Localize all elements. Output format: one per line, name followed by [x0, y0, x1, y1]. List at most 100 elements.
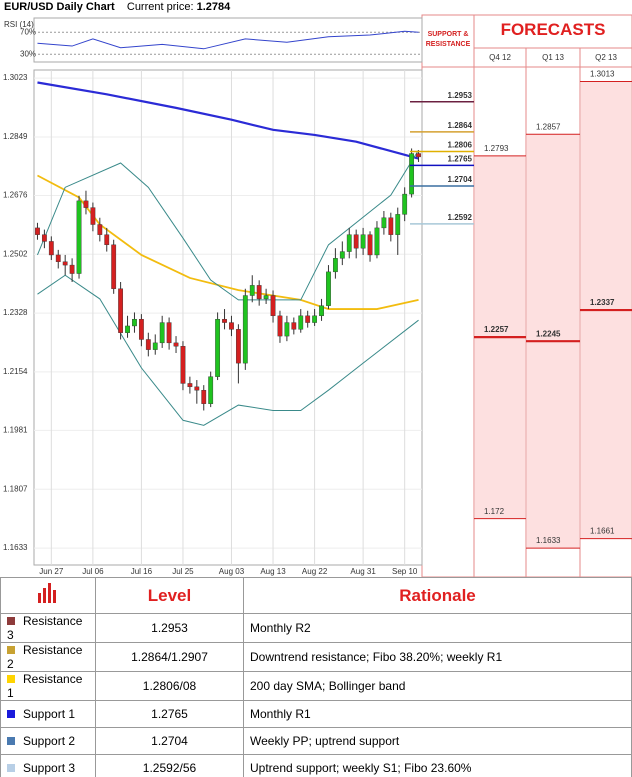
icon [38, 583, 56, 603]
name-cell: Resistance 1 [0, 671, 96, 701]
level-cell: 1.2953 [95, 613, 244, 643]
x-tick-label: Aug 22 [302, 567, 328, 576]
indicator-line [37, 149, 419, 301]
candle-body [222, 318, 227, 323]
candle-body [173, 342, 179, 347]
y-tick-label: 1.3023 [3, 73, 28, 82]
column-header: Rationale [243, 577, 632, 614]
level-cell: 1.2592/56 [95, 754, 244, 777]
plot-frame [33, 69, 423, 566]
candle-body [111, 244, 117, 289]
indicator-line [37, 174, 419, 310]
candle-body [215, 318, 221, 377]
candle-body [41, 234, 47, 242]
icon-cell [0, 577, 96, 614]
table-row: Resistance 1 1.2806/08 200 day SMA; Bollin… [0, 671, 632, 701]
candle-body [242, 295, 248, 364]
candle-body [332, 258, 338, 273]
level-name: Support 3 [23, 761, 76, 775]
y-tick-label: 70% [20, 27, 36, 36]
y-tick-label: 1.2676 [3, 191, 28, 200]
level-label: 1.2953 [448, 91, 473, 100]
rationale-cell: 200 day SMA; Bollinger band [243, 671, 632, 701]
indicator-line [37, 81, 419, 160]
candle-body [166, 322, 172, 344]
candle-body [270, 295, 276, 317]
candle-body [35, 227, 40, 235]
name-cell: Support 2 [0, 727, 96, 755]
forecast-label: 1.1633 [536, 536, 561, 545]
candle-body [402, 193, 408, 215]
candle-body [374, 227, 380, 256]
forecast-label: 1.2793 [484, 144, 509, 153]
table-row: Support 3 1.2592/56 Uptrend support; weekl… [0, 754, 632, 777]
level-label: 1.2806 [448, 141, 473, 150]
forecast-label: 1.172 [484, 507, 505, 516]
candle-body [409, 153, 415, 195]
candle-body [339, 251, 345, 259]
swatch [7, 764, 15, 772]
price: 1.2784 [196, 1, 231, 13]
candle-body [346, 234, 352, 252]
level-label: 1.2765 [448, 154, 473, 163]
rationale-cell: Weekly PP; uptrend support [243, 727, 632, 755]
candle-body [298, 315, 304, 330]
candle-body [48, 241, 54, 256]
y-tick-label: 30% [20, 49, 36, 58]
candle-body [416, 153, 421, 158]
x-tick-label: Jun 27 [39, 567, 64, 576]
swatch [7, 675, 15, 683]
level-name: Resistance 2 [7, 643, 83, 671]
candle-body [326, 271, 331, 306]
x-tick-label: Aug 13 [260, 567, 286, 576]
table-row: Support 2 1.2704 Weekly PP; uptrend suppor… [0, 727, 632, 755]
swatch [7, 710, 15, 718]
level-name: Support 1 [23, 707, 76, 721]
candle-body [145, 339, 151, 350]
candle-body [256, 285, 262, 300]
candle-body [201, 389, 207, 404]
x-tick-label: Jul 25 [172, 567, 194, 576]
swatch [7, 737, 15, 745]
level-label: 1.2864 [448, 121, 473, 130]
forecast-label: 1.2857 [536, 122, 561, 131]
y-tick-label: 1.1981 [3, 426, 28, 435]
price-label: Current price: [126, 1, 194, 13]
quarter-label: Q4 12 [489, 53, 511, 62]
candle-body [90, 207, 96, 225]
header: EUR/USD Daily Chart Current price: 1.278… [4, 0, 230, 15]
levels-table: Level Rationale Resistance 3 1.2953 Monthl… [0, 577, 632, 777]
y-tick-label: 1.2502 [3, 249, 28, 258]
candle-body [360, 234, 366, 249]
candle-body [312, 315, 318, 323]
candle-body [152, 342, 158, 350]
table-row: Resistance 2 1.2864/1.2907 Downtrend resis… [0, 642, 632, 672]
forecast-label: 1.1661 [590, 527, 615, 536]
candle-body [249, 285, 255, 296]
candle-body [97, 224, 103, 235]
rationale-cell: Uptrend support; weekly S1; Fibo 23.60% [243, 754, 632, 777]
sr-title: SUPPORT & RESISTANCE [425, 31, 471, 48]
candle-body [291, 322, 297, 330]
y-tick-label: 1.2154 [3, 367, 28, 376]
table-row: Resistance 3 1.2953 Monthly R2 [0, 613, 632, 643]
chart: 1.1633 1.1807 1.1981 1.2154 1.2328 1.2502 1.26… [3, 14, 632, 577]
level-name: Resistance 1 [7, 672, 83, 700]
swatch [7, 646, 15, 654]
x-tick-label: Aug 31 [350, 567, 376, 576]
y-tick-label: 1.1807 [3, 484, 28, 493]
candle-body [180, 346, 186, 384]
quarter-label: Q2 13 [595, 53, 617, 62]
candle-body [263, 295, 269, 300]
candle-body [132, 318, 137, 327]
candle-body [319, 305, 324, 317]
level-cell: 1.2765 [95, 700, 244, 728]
forecast-label: 1.2337 [590, 298, 615, 307]
candle-body [284, 322, 290, 337]
candle-body [76, 200, 82, 274]
x-tick-label: Sep 10 [392, 567, 418, 576]
candle-body [381, 217, 387, 229]
candle-body [194, 386, 200, 391]
forecast-label: 1.2257 [484, 325, 509, 334]
